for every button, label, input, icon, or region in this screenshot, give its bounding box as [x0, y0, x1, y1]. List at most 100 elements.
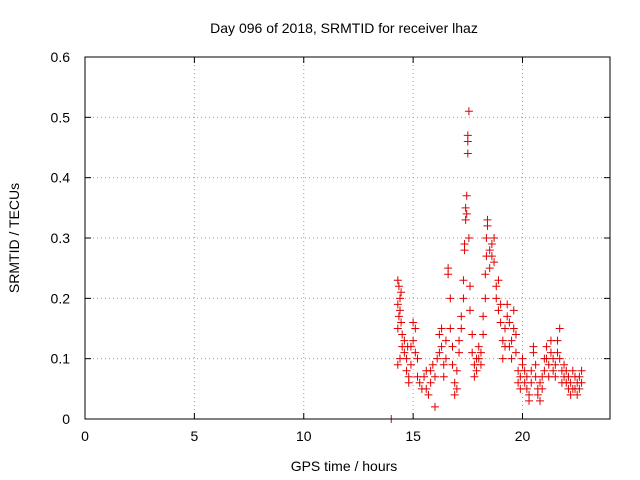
- data-point: [450, 390, 459, 399]
- data-point: [518, 354, 527, 363]
- data-point: [397, 318, 406, 327]
- data-point: [474, 354, 483, 363]
- data-point: [448, 360, 457, 369]
- data-point: [549, 366, 558, 375]
- data-point: [446, 324, 455, 333]
- chart-title: Day 096 of 2018, SRMTID for receiver lha…: [210, 20, 478, 36]
- data-point: [485, 264, 494, 273]
- data-point: [509, 324, 518, 333]
- data-point: [409, 318, 418, 327]
- data-point: [420, 372, 429, 381]
- data-point: [496, 318, 505, 327]
- data-point: [409, 336, 418, 345]
- data-point: [394, 282, 403, 291]
- data-point: [398, 330, 407, 339]
- y-tick-label: 0: [62, 411, 70, 427]
- data-point: [503, 312, 512, 321]
- data-point: [460, 240, 469, 249]
- data-point: [481, 270, 490, 279]
- data-point: [422, 384, 431, 393]
- data-point: [462, 209, 471, 218]
- data-point: [505, 342, 514, 351]
- data-point: [439, 372, 448, 381]
- data-point: [400, 336, 409, 345]
- data-point: [463, 149, 472, 158]
- data-point: [459, 294, 468, 303]
- data-point: [455, 348, 464, 357]
- data-point: [529, 348, 538, 357]
- data-point: [461, 215, 470, 224]
- data-point: [483, 221, 492, 230]
- x-tick-label: 0: [81, 428, 89, 444]
- data-point: [441, 336, 450, 345]
- data-point: [463, 131, 472, 140]
- data-point: [393, 300, 402, 309]
- data-point: [406, 360, 415, 369]
- data-point: [466, 282, 474, 291]
- data-point: [553, 348, 562, 357]
- data-point: [393, 360, 402, 369]
- data-point: [507, 336, 516, 345]
- data-point: [494, 306, 503, 315]
- data-point: [577, 366, 586, 375]
- data-point: [498, 354, 507, 363]
- data-point: [446, 294, 455, 303]
- data-point: [441, 354, 450, 363]
- x-tick-label: 15: [405, 428, 421, 444]
- data-point: [575, 372, 584, 381]
- data-point: [457, 312, 466, 321]
- data-point: [577, 378, 586, 387]
- y-axis-title: SRMTID / TECUs: [6, 183, 22, 293]
- data-point: [503, 300, 512, 309]
- y-tick-label: 0.5: [51, 109, 71, 125]
- data-point: [525, 396, 534, 405]
- data-point: [511, 348, 520, 357]
- data-point: [400, 348, 409, 357]
- data-point: [462, 191, 471, 200]
- data-point: [555, 354, 564, 363]
- y-tick-label: 0.6: [51, 49, 71, 65]
- data-point: [452, 366, 461, 375]
- data-point: [536, 396, 544, 405]
- data-point: [435, 330, 444, 339]
- data-point: [470, 372, 479, 381]
- y-tick-label: 0.3: [51, 230, 71, 246]
- data-point: [415, 378, 424, 387]
- data-point: [560, 360, 569, 369]
- y-tick-label: 0.4: [51, 170, 71, 186]
- data-point: [424, 390, 433, 399]
- data-point: [426, 366, 435, 375]
- data-point: [573, 390, 582, 399]
- x-axis-title: GPS time / hours: [291, 458, 398, 474]
- axis-ticks: [84, 56, 610, 420]
- grid-lines: [85, 57, 610, 419]
- data-point: [452, 384, 461, 393]
- data-point: [437, 324, 446, 333]
- x-tick-label: 20: [515, 428, 531, 444]
- data-point: [450, 378, 459, 387]
- data-point: [494, 276, 503, 285]
- data-point: [533, 390, 542, 399]
- x-tick-label: 5: [190, 428, 198, 444]
- data-point: [431, 402, 439, 411]
- data-point: [431, 372, 439, 381]
- data-point: [490, 258, 499, 267]
- y-tick-label: 0.2: [51, 290, 71, 306]
- data-point: [551, 360, 560, 369]
- data-point: [396, 294, 404, 303]
- data-point: [457, 324, 466, 333]
- data-point: [474, 342, 483, 351]
- data-point: [464, 107, 473, 116]
- data-point: [428, 360, 437, 369]
- data-point: [393, 276, 402, 285]
- x-tick-label: 10: [296, 428, 312, 444]
- data-point: [437, 342, 446, 351]
- data-point: [536, 378, 544, 387]
- data-point: [482, 234, 491, 242]
- y-tick-label: 0.1: [51, 351, 71, 367]
- data-point: [466, 306, 474, 315]
- data-point: [461, 203, 470, 212]
- data-point: [485, 246, 494, 255]
